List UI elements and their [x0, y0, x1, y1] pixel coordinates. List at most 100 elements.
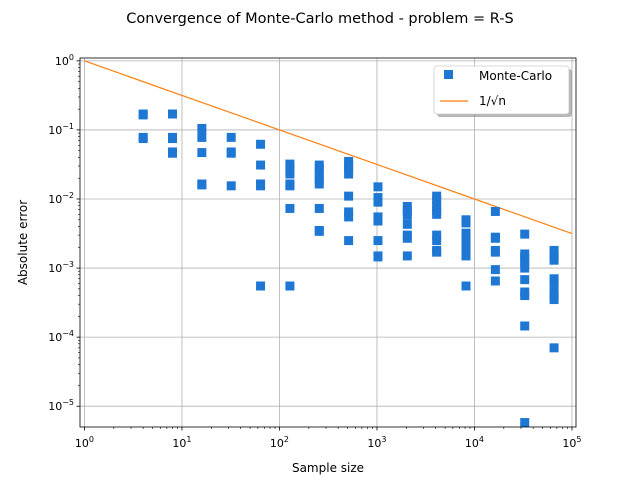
data-point [138, 134, 148, 144]
data-point [461, 228, 471, 238]
data-point [344, 207, 354, 217]
data-point [197, 132, 207, 142]
data-point [549, 295, 559, 305]
legend: Monte-Carlo 1/√n [433, 65, 572, 117]
legend-box [433, 65, 570, 115]
data-point [432, 230, 442, 240]
x-tick-label: 103 [367, 435, 386, 450]
data-point [520, 291, 530, 301]
data-point [285, 159, 295, 169]
data-point [402, 206, 412, 216]
plot-frame [79, 57, 577, 428]
data-point [168, 109, 178, 119]
data-point [197, 180, 207, 190]
data-point [285, 203, 295, 213]
data-point [373, 216, 383, 226]
data-point [402, 233, 412, 243]
reference-line [84, 60, 573, 235]
x-tick-label: 105 [562, 435, 581, 450]
data-point [520, 229, 530, 239]
data-point [373, 182, 383, 192]
y-tick-label: 10−3 [48, 260, 74, 275]
data-point [226, 132, 236, 142]
data-point [314, 226, 324, 236]
y-tick-label: 10−1 [48, 122, 74, 137]
y-tick-label: 10−2 [48, 191, 74, 206]
data-point [490, 206, 500, 216]
y-tick-label: 10−5 [48, 398, 74, 413]
data-point [256, 139, 266, 149]
data-point [461, 251, 471, 261]
data-point [314, 179, 324, 189]
data-point [344, 191, 354, 201]
data-point [256, 281, 266, 291]
x-tick-label: 104 [465, 435, 484, 450]
legend-label-monte-carlo: Monte-Carlo [479, 69, 552, 83]
data-point [344, 164, 354, 174]
data-point [490, 233, 500, 243]
data-point [197, 123, 207, 133]
chart-title: Convergence of Monte-Carlo method - prob… [126, 11, 513, 27]
monte-carlo-series [138, 109, 559, 428]
x-tick-label: 101 [172, 435, 191, 450]
data-point [490, 276, 500, 286]
data-point [314, 203, 324, 213]
y-axis-label: Absolute error [16, 200, 30, 285]
data-point [285, 281, 295, 291]
data-point [432, 236, 442, 246]
data-point [344, 236, 354, 246]
data-point [490, 247, 500, 257]
data-point [520, 418, 530, 428]
data-point [461, 242, 471, 252]
data-point [432, 247, 442, 257]
data-point [344, 212, 354, 222]
data-point [520, 263, 530, 273]
data-point [138, 110, 148, 120]
data-point [549, 274, 559, 284]
data-point [226, 181, 236, 191]
data-point [285, 181, 295, 191]
y-tick-label: 10−4 [48, 329, 74, 344]
data-point [373, 193, 383, 203]
data-point [168, 148, 178, 158]
data-point [373, 236, 383, 246]
data-point [256, 160, 266, 170]
y-tick-label: 100 [55, 53, 74, 68]
data-point [373, 252, 383, 262]
data-point [226, 148, 236, 158]
data-point [432, 209, 442, 219]
data-point [549, 343, 559, 353]
data-point [549, 278, 559, 288]
data-point [520, 253, 530, 263]
data-point [490, 265, 500, 275]
data-point [520, 258, 530, 268]
data-point [256, 181, 266, 191]
data-point [549, 255, 559, 265]
y-axis-ticks: 10−5 10−4 10−3 10−2 10−1 100 [48, 53, 80, 413]
data-point [197, 148, 207, 158]
data-point [461, 281, 471, 291]
data-point [520, 321, 530, 331]
data-point [285, 164, 295, 174]
data-point [314, 169, 324, 179]
data-point [373, 197, 383, 207]
data-point [402, 219, 412, 229]
reference-line-series [84, 60, 573, 235]
grid-lines [80, 58, 576, 427]
data-point [168, 134, 178, 144]
data-point [344, 169, 354, 179]
data-point [432, 196, 442, 206]
data-point [402, 210, 412, 220]
data-point [520, 275, 530, 285]
x-axis-label: Sample size [292, 461, 364, 475]
data-point [402, 251, 412, 261]
x-tick-label: 102 [270, 435, 289, 450]
x-axis-ticks: 100 101 102 103 104 105 [75, 427, 582, 450]
x-tick-label: 100 [75, 435, 94, 450]
data-point [285, 169, 295, 179]
data-point [461, 233, 471, 243]
data-point [314, 164, 324, 174]
data-point [461, 218, 471, 228]
legend-label-reference-line: 1/√n [479, 94, 506, 108]
